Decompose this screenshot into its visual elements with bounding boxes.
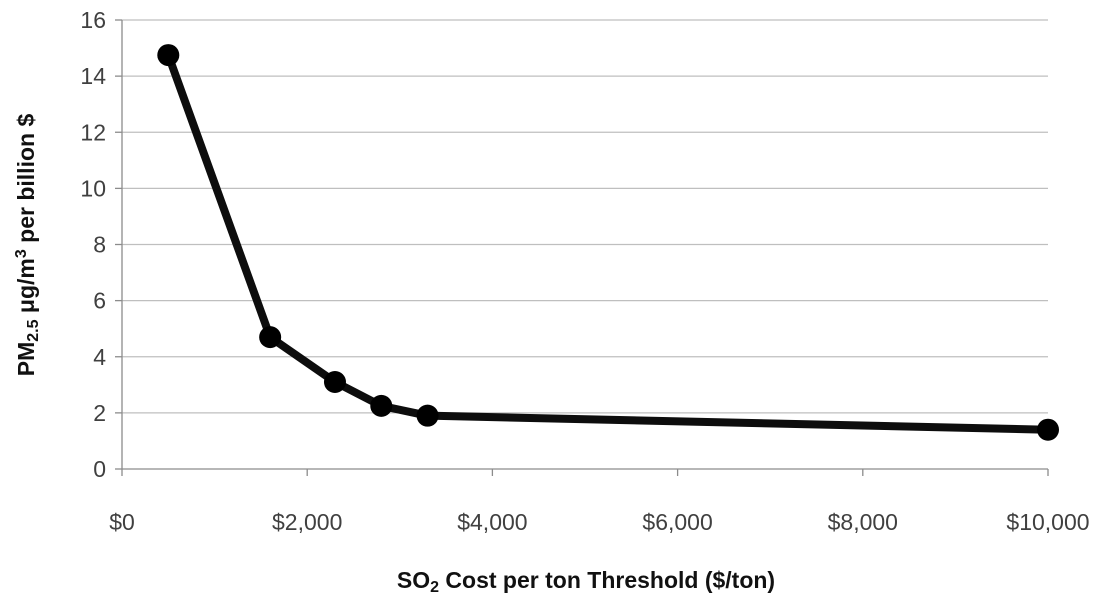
x-axis-title-prefix: SO — [397, 567, 430, 593]
data-point-0-4 — [416, 404, 439, 427]
axes — [115, 19, 1049, 476]
data-point-0-5 — [1037, 418, 1059, 441]
x-tick-label-5: $10,000 — [1006, 509, 1089, 535]
y-tick-label-8: 16 — [80, 7, 106, 33]
x-tick-label-1: $2,000 — [272, 509, 342, 535]
x-axis-title: SO2 Cost per ton Threshold ($/ton) — [397, 567, 775, 593]
y-tick-label-6: 12 — [80, 119, 106, 145]
y-tick-label-0: 0 — [93, 456, 106, 482]
y-axis-title-suffix: per billion $ — [13, 114, 39, 250]
data-point-0-0 — [157, 44, 180, 67]
series-line-0 — [164, 51, 1052, 434]
y-tick-label-2: 4 — [93, 344, 106, 370]
data-point-0-1 — [259, 326, 282, 349]
y-axis-title-prefix: PM — [13, 342, 39, 377]
x-tick-label-0: $0 — [109, 509, 135, 535]
y-axis-title-middle: μg/m — [13, 258, 39, 319]
y-axis-title: PM2.5 μg/m3 per billion $ — [13, 114, 43, 377]
y-tick-label-7: 14 — [80, 63, 106, 89]
x-axis-title-suffix: Cost per ton Threshold ($/ton) — [439, 567, 775, 593]
y-tick-label-4: 8 — [93, 232, 106, 258]
y-axis-title-superscript: 3 — [13, 249, 30, 258]
data-point-0-2 — [323, 371, 346, 394]
data-point-0-3 — [370, 394, 393, 417]
x-tick-labels: $0 $2,000 $4,000 $6,000 $8,000 $10,000 — [109, 509, 1089, 535]
gridlines — [122, 19, 1048, 414]
y-axis-title-subscript: 2.5 — [25, 319, 42, 341]
y-tick-label-1: 2 — [93, 400, 106, 426]
x-tick-label-2: $4,000 — [457, 509, 527, 535]
x-tick-label-4: $8,000 — [828, 509, 898, 535]
y-tick-label-5: 10 — [80, 175, 106, 201]
y-tick-label-3: 6 — [93, 288, 106, 314]
y-tick-labels: 0 2 4 6 8 10 12 14 16 — [80, 7, 106, 482]
x-axis-title-subscript: 2 — [430, 579, 439, 593]
x-tick-label-3: $6,000 — [642, 509, 712, 535]
series — [157, 44, 1059, 441]
